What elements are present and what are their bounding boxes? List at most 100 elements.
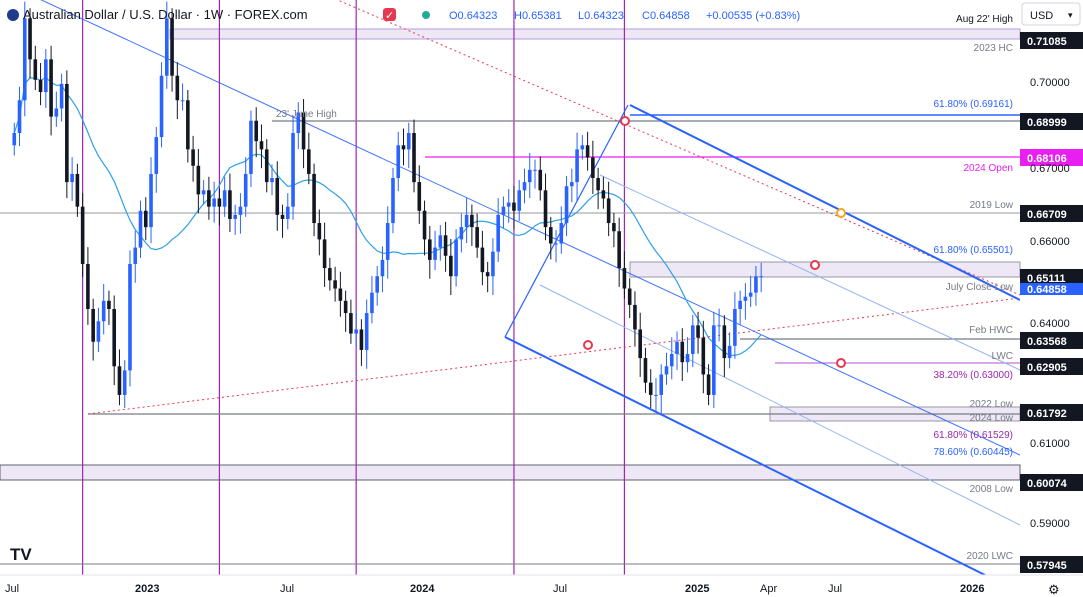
marker-circles <box>583 116 846 368</box>
candle-body <box>622 268 627 289</box>
candles <box>12 1 763 414</box>
candle-body <box>217 198 222 207</box>
candle-body <box>596 178 600 191</box>
candle-body <box>575 149 579 183</box>
candle <box>754 266 758 306</box>
time-axis[interactable]: Jul 2023 Jul 2024 Jul 2025 Apr Jul 2026 … <box>0 574 1083 597</box>
candle <box>664 352 669 385</box>
tag-71085: 0.71085 <box>1020 32 1083 49</box>
marker-current-high <box>810 260 820 270</box>
candle <box>538 156 543 201</box>
level-lines <box>0 114 1020 565</box>
candle <box>459 213 464 253</box>
candle <box>691 315 695 368</box>
candle <box>275 161 280 231</box>
ohlc-high: H0.65381 <box>514 10 562 22</box>
candle <box>375 266 379 306</box>
settings-gear-icon[interactable]: ⚙ <box>1048 582 1060 597</box>
candle-body <box>533 169 537 171</box>
candle-body <box>112 308 116 367</box>
xtick-2023: 2023 <box>135 583 159 595</box>
candle <box>648 369 653 409</box>
candle-body <box>443 235 448 256</box>
channel-lower-bold <box>504 336 986 575</box>
candle <box>617 217 621 287</box>
alert-icon[interactable] <box>383 8 396 21</box>
candle <box>638 312 642 377</box>
candle-body <box>80 206 85 264</box>
candle-body <box>22 18 27 101</box>
tick-64000: 0.64000 <box>1030 318 1070 330</box>
currency-button[interactable] <box>1021 2 1081 26</box>
candle-body <box>680 341 685 363</box>
price-axis[interactable]: USD ▾ 0.71085 0.70000 0.68999 0.68106 0.… <box>1020 2 1083 573</box>
candle-body <box>159 75 164 138</box>
candle-body <box>591 157 595 179</box>
candle-body <box>633 304 637 330</box>
tradingview-logo: TV <box>10 545 32 564</box>
candle-body <box>222 190 227 207</box>
candle <box>654 378 658 411</box>
candle-body <box>412 133 416 183</box>
candle-body <box>117 366 122 395</box>
candle-body <box>375 276 379 293</box>
candle <box>485 261 490 293</box>
candle-body <box>91 308 95 342</box>
tag-65111: 0.65111 <box>1020 269 1083 286</box>
candle <box>49 45 53 136</box>
candle-body <box>243 173 248 207</box>
candle <box>33 45 38 91</box>
candle <box>622 251 627 299</box>
candle <box>548 216 553 260</box>
candle-body <box>149 173 153 228</box>
candle-body <box>122 370 127 395</box>
candle-body <box>180 100 185 102</box>
candle <box>291 116 295 220</box>
svg-text:0.68999: 0.68999 <box>1027 117 1067 129</box>
candle-body <box>712 325 716 395</box>
candle <box>149 157 153 244</box>
candle-body <box>107 300 111 309</box>
candle-body <box>627 288 632 305</box>
label-2024-low: 2024 Low <box>970 413 1014 424</box>
zone-bands <box>0 28 1021 481</box>
candle <box>222 176 227 217</box>
symbol-title[interactable]: Australian Dollar / U.S. Dollar · 1W · F… <box>23 7 308 22</box>
label-2024-open: 2024 Open <box>964 163 1014 174</box>
candle-body <box>506 202 511 207</box>
svg-text:0.66709: 0.66709 <box>1027 209 1067 221</box>
band-2008-low <box>0 464 1021 481</box>
candle <box>91 298 95 361</box>
candle-body <box>270 178 274 183</box>
candle <box>428 225 432 279</box>
candle-body <box>527 169 532 183</box>
candle <box>585 131 590 171</box>
candle <box>438 225 443 261</box>
xtick-jul-2023: Jul <box>280 583 294 595</box>
svg-text:0.64858: 0.64858 <box>1027 284 1067 296</box>
candle <box>107 290 111 325</box>
candle <box>59 73 64 122</box>
candle <box>65 70 69 199</box>
candle-body <box>585 145 590 158</box>
candle-body <box>648 382 653 395</box>
candle <box>186 90 190 163</box>
candle-body <box>143 210 148 228</box>
candle <box>738 290 742 325</box>
candle <box>154 126 159 193</box>
tag-61792: 0.61792 <box>1020 404 1083 421</box>
candle <box>270 164 274 196</box>
candle <box>201 180 206 205</box>
candle <box>580 135 585 160</box>
label-2020-lwc: 2020 LWC <box>966 551 1013 562</box>
label-2019-low: 2019 Low <box>970 200 1014 211</box>
candle <box>96 307 101 352</box>
candle <box>601 176 606 209</box>
candle <box>228 173 232 233</box>
candle-body <box>696 325 700 338</box>
candle <box>285 193 290 230</box>
candle <box>506 189 511 223</box>
candle <box>364 299 369 369</box>
candle <box>575 132 579 201</box>
